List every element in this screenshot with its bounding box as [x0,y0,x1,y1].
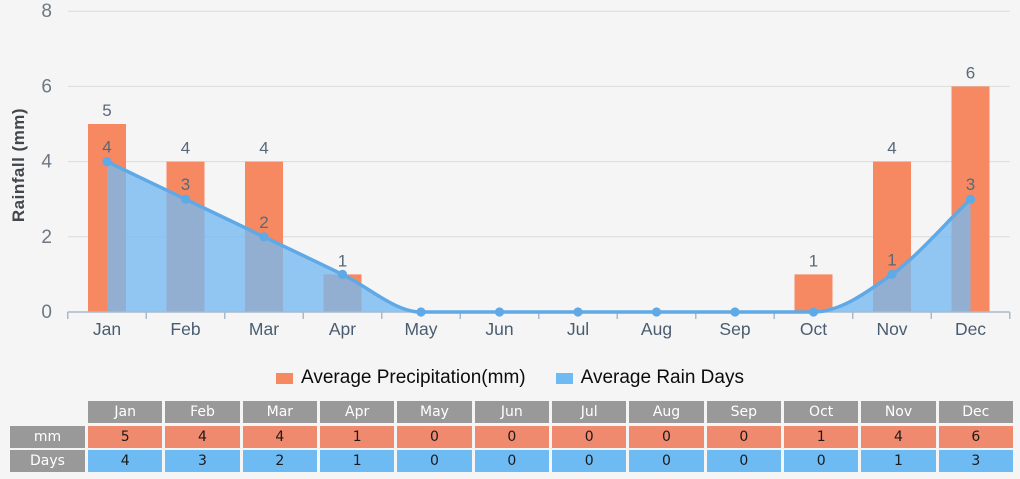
rain-days-value-label: 1 [887,250,896,269]
table-header-feb: Feb [165,401,240,423]
rain-days-line [105,159,973,314]
table-corner-cell [10,401,85,423]
precipitation-value-label: 4 [259,139,268,158]
x-axis-label-nov: Nov [876,319,907,339]
table-cell-days-may: 0 [397,450,472,472]
table-cell-mm-oct: 1 [784,425,859,448]
rain-days-value-label: 4 [102,138,111,157]
y-axis-title: Rainfall (mm) [9,107,28,223]
table-header-oct: Oct [784,401,859,423]
y-axis-tick-label: 0 [41,302,52,323]
legend-label-precipitation: Average Precipitation(mm) [301,367,526,388]
x-axis-label-feb: Feb [170,319,200,339]
x-axis-label-apr: Apr [329,319,356,339]
rain-days-marker-aug[interactable] [651,307,662,317]
precipitation-value-label: 1 [338,251,347,270]
table-row-label-mm: mm [10,425,85,448]
rain-days-marker-jun[interactable] [494,307,505,317]
precipitation-bar-oct[interactable] [794,274,833,312]
table-header-may: May [397,401,472,423]
legend-item-rain-days[interactable]: Average Rain Days [555,367,744,389]
rain-days-marker-nov[interactable] [887,269,897,279]
table-cell-mm-apr: 1 [320,425,395,448]
x-axis-label-aug: Aug [641,319,672,339]
rain-days-value-label: 2 [259,213,268,232]
rain-days-value-label: 3 [181,175,190,194]
precipitation-value-label: 5 [102,101,111,120]
table-cell-mm-jan: 5 [88,425,163,448]
precipitation-value-label: 4 [887,139,896,158]
table-cell-days-feb: 3 [165,450,240,472]
table-header-jul: Jul [552,401,627,423]
table-cell-days-sep: 0 [706,450,781,472]
rain-days-swatch-icon [555,372,573,384]
table-cell-mm-may: 0 [397,425,472,448]
table-cell-days-nov: 1 [861,450,936,472]
x-axis-label-jun: Jun [485,319,513,339]
x-axis-label-oct: Oct [800,319,827,339]
value-labels: 5 4 4 1 1 4 6 4 3 2 1 3 [102,63,975,270]
x-axis-label-may: May [404,319,437,339]
rain-days-marker-may[interactable] [416,307,426,317]
rain-days-marker-dec[interactable] [965,194,976,204]
rain-days-marker-jul[interactable] [573,307,583,317]
table-cell-mm-feb: 4 [165,425,240,448]
table-header-jun: Jun [474,401,549,423]
table-cell-mm-jul: 0 [552,425,627,448]
rain-days-value-label: 3 [966,175,975,194]
y-axis-tick-label: 8 [41,1,52,22]
x-axis-label-sep: Sep [719,319,750,339]
table-cell-days-apr: 1 [320,450,395,472]
rain-days-marker-feb[interactable] [180,194,191,204]
table-header-dec: Dec [938,401,1013,423]
rainfall-chart: 0 2 4 6 8 5 4 4 1 1 4 6 4 3 2 1 3 Jan Feb Mar Apr May Jun Jul Au… [41,1,1011,339]
table-cell-mm-jun: 0 [474,425,549,448]
table-header-nov: Nov [861,401,936,423]
table-cell-mm-dec: 6 [938,425,1013,448]
rain-days-area [107,161,971,312]
rain-days-markers [102,157,976,317]
table-row-label-days: Days [10,450,85,472]
table-cell-mm-mar: 4 [242,425,317,448]
table-cell-mm-aug: 0 [629,425,704,448]
table-cell-days-jun: 0 [474,450,549,472]
precipitation-value-label: 4 [181,139,190,158]
x-axis-labels: Jan Feb Mar Apr May Jun Jul Aug Sep Oct Nov Dec [93,319,986,339]
table-header-apr: Apr [320,401,395,423]
table-header-aug: Aug [629,401,704,423]
precipitation-value-label: 6 [966,63,975,82]
rain-days-marker-apr[interactable] [337,269,348,279]
rain-days-marker-jan[interactable] [102,157,112,167]
precipitation-swatch-icon [276,372,294,384]
y-axis-tick-label: 4 [41,152,52,173]
table-cell-mm-nov: 4 [861,425,936,448]
table-header-mar: Mar [242,401,317,423]
x-axis-label-jul: Jul [567,319,589,339]
table-cell-days-oct: 0 [784,450,859,472]
table-cell-days-jul: 0 [552,450,627,472]
legend-item-precipitation[interactable]: Average Precipitation(mm) [276,367,526,389]
chart-legend: Average Precipitation(mm) Average Rain D… [0,367,1020,389]
table-cell-days-aug: 0 [629,450,704,472]
precipitation-value-label: 1 [809,251,818,270]
rain-days-marker-oct[interactable] [808,307,819,317]
table-header-sep: Sep [706,401,781,423]
legend-label-rain-days: Average Rain Days [580,367,744,388]
table-cell-mm-sep: 0 [706,425,781,448]
x-axis-label-dec: Dec [955,319,986,339]
table-cell-days-jan: 4 [88,450,163,472]
y-gridlines: 0 2 4 6 8 [41,1,1010,323]
x-axis-label-jan: Jan [93,319,121,339]
table-cell-days-dec: 3 [938,450,1013,472]
rain-days-marker-mar[interactable] [259,232,269,242]
rain-days-marker-sep[interactable] [730,307,740,317]
table-header-jan: Jan [88,401,163,423]
y-axis-tick-label: 6 [41,76,52,97]
monthly-data-table: Jan Feb Mar Apr May Jun Jul Aug Sep Oct Nov Dec mm 5 4… [10,401,1013,472]
y-axis-tick-label: 2 [41,227,52,248]
table-cell-days-mar: 2 [242,450,317,472]
x-axis-label-mar: Mar [249,319,279,339]
